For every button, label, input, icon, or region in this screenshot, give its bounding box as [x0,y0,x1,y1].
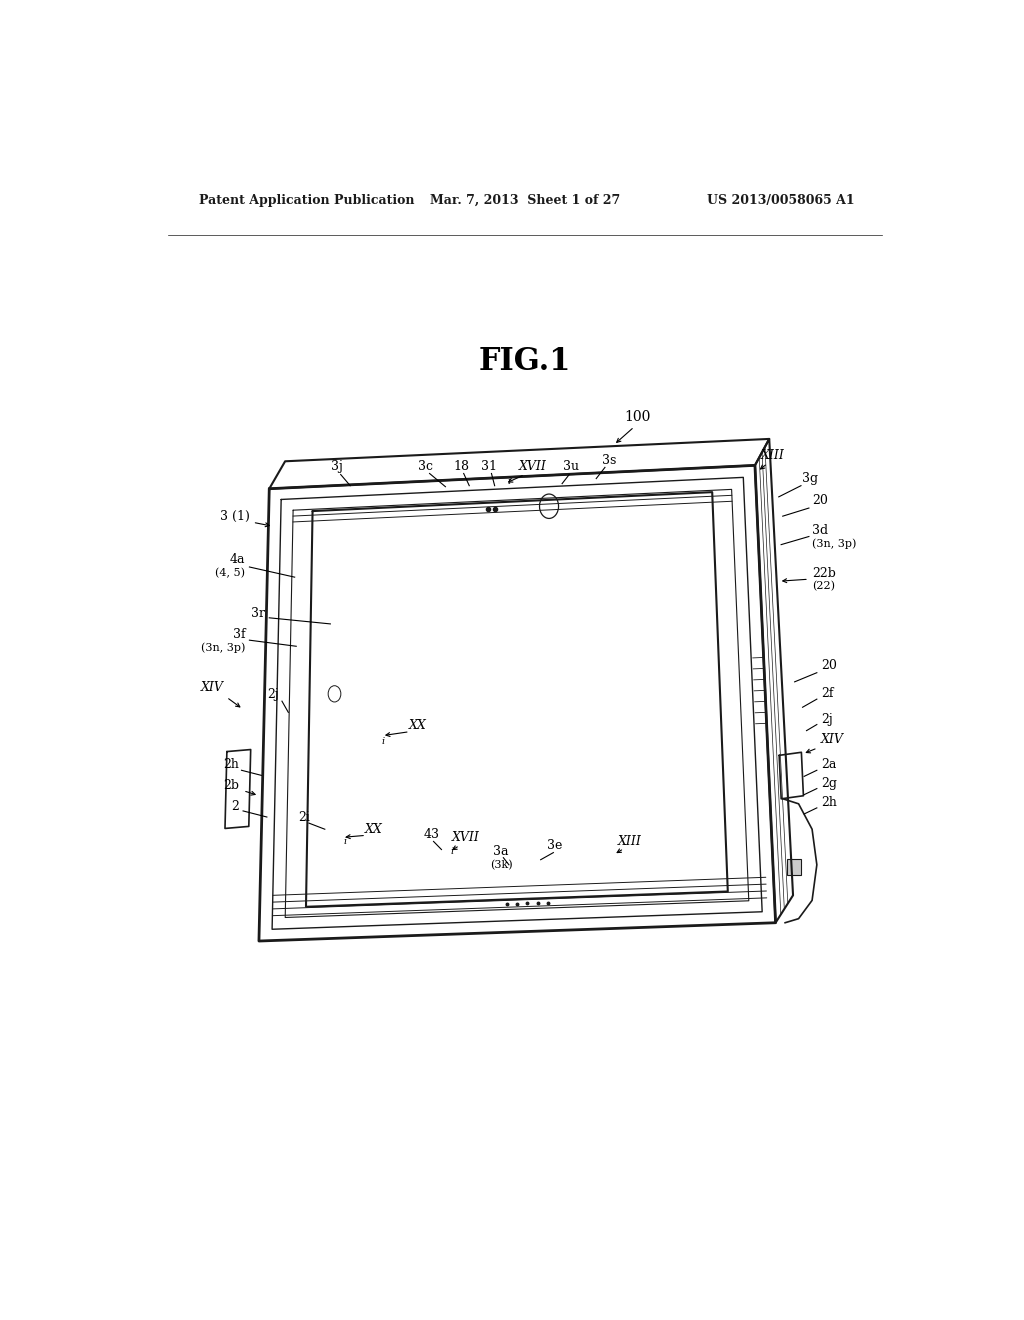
Text: XX: XX [366,822,383,836]
Text: XVII: XVII [452,830,479,843]
Text: (3n, 3p): (3n, 3p) [812,539,856,549]
Text: (4, 5): (4, 5) [215,568,246,578]
Text: 2j: 2j [267,688,279,701]
Text: 4a: 4a [230,553,246,566]
Text: 100: 100 [625,409,650,424]
Text: 3s: 3s [602,454,616,467]
Text: 3e: 3e [547,840,562,851]
Text: 2h: 2h [223,758,240,771]
Text: i: i [344,837,347,846]
Text: 3u: 3u [563,459,579,473]
Text: XIII: XIII [617,836,641,847]
Text: 43: 43 [423,828,439,841]
Text: 2i: 2i [298,810,310,824]
Text: 3j: 3j [331,459,343,473]
Text: 2: 2 [231,800,240,813]
Text: 3r: 3r [251,607,265,620]
Text: Patent Application Publication: Patent Application Publication [200,194,415,207]
Text: 2j: 2j [821,713,833,726]
Text: 20: 20 [821,659,837,672]
Text: 3 (1): 3 (1) [219,510,250,523]
Text: XIV: XIV [821,734,844,746]
Text: US 2013/0058065 A1: US 2013/0058065 A1 [708,194,855,207]
Text: 2f: 2f [821,686,834,700]
Text: 3d: 3d [812,524,828,537]
Text: 2a: 2a [821,758,837,771]
Text: Mar. 7, 2013  Sheet 1 of 27: Mar. 7, 2013 Sheet 1 of 27 [430,194,620,207]
Text: 2g: 2g [821,777,837,789]
Text: XVII: XVII [519,459,547,473]
Text: FIG.1: FIG.1 [478,346,571,378]
Text: 22b: 22b [812,566,836,579]
Text: i: i [382,738,385,746]
Text: 3a: 3a [494,845,509,858]
Text: 3f: 3f [232,627,246,640]
Text: i: i [507,477,511,486]
Text: XIII: XIII [761,449,784,462]
Text: XX: XX [409,719,427,733]
Text: XIV: XIV [201,681,223,694]
Text: i: i [451,847,454,857]
Text: 20: 20 [812,495,828,507]
Text: 3c: 3c [418,459,433,473]
Text: (22): (22) [812,581,836,591]
Text: 2h: 2h [821,796,837,809]
Text: 31: 31 [481,459,497,473]
Text: (3n, 3p): (3n, 3p) [201,642,246,652]
Text: 2b: 2b [223,779,240,792]
Bar [787,859,802,875]
Text: 18: 18 [454,459,469,473]
Text: 3g: 3g [802,473,818,484]
Text: (3k): (3k) [489,859,512,870]
